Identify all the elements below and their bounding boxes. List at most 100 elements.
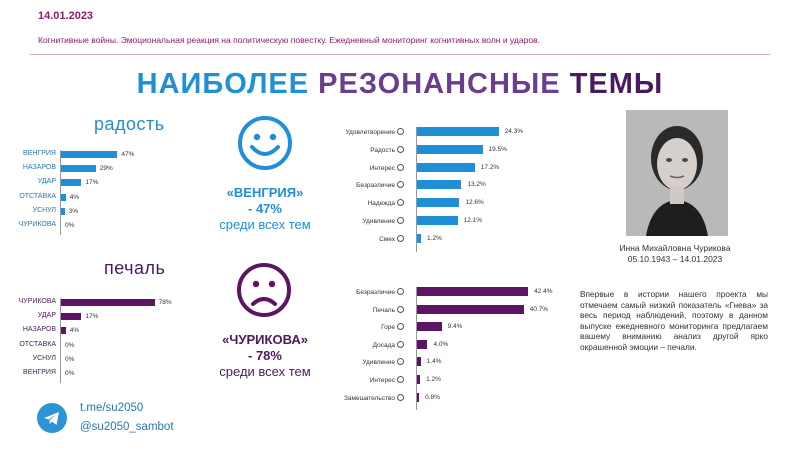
joy-chart-label: УСНУЛ xyxy=(32,206,56,214)
sad-highlight-topic: «ЧУРИКОВА» xyxy=(222,332,308,347)
sad-emotion-chart-label: Удивление xyxy=(330,358,404,366)
joy-emotion-chart-value: 12.1% xyxy=(463,217,483,224)
telegram-bot-link[interactable]: @su2050_sambot xyxy=(80,421,174,433)
portrait-caption: Инна Михайловна Чурикова 05.10.1943 – 14… xyxy=(560,243,790,265)
telegram-icon[interactable] xyxy=(37,403,67,433)
joy-emotion-chart-value: 17.2% xyxy=(480,163,500,171)
sad-emotion-chart-bar xyxy=(417,304,524,314)
sad-chart-bar xyxy=(61,299,155,306)
sad-emotion-chart-value: 0.8% xyxy=(425,393,440,401)
divider xyxy=(30,54,770,55)
caption-name: Инна Михайловна Чурикова xyxy=(619,243,731,253)
date: 14.01.2023 xyxy=(38,10,94,22)
joy-emotion-chart-bar xyxy=(417,198,460,208)
emotion-emoji-icon xyxy=(397,305,404,313)
sad-face-icon xyxy=(236,262,292,318)
sad-chart-label: НАЗАРОВ xyxy=(22,326,56,334)
emotion-emoji-icon xyxy=(397,340,404,348)
joy-highlight-value: - 47% xyxy=(248,201,282,216)
sad-chart-label: ЧУРИКОВА xyxy=(18,298,56,305)
joy-section-title: радость xyxy=(94,114,165,134)
emotion-emoji-icon xyxy=(397,393,404,401)
joy-emotion-chart-bar xyxy=(417,162,475,172)
joy-chart-bar xyxy=(61,207,65,215)
joy-chart-value: 3% xyxy=(68,207,78,215)
joy-chart-value: 47% xyxy=(121,151,135,158)
sad-chart-label: ОТСТАВКА xyxy=(19,340,56,348)
sad-emotion-chart-value: 4.0% xyxy=(433,340,449,348)
joy-emotion-chart-label: Интерес xyxy=(330,163,404,172)
joy-chart-bar xyxy=(61,193,66,201)
emotion-emoji-icon xyxy=(397,217,404,224)
title-part-2: РЕЗОНАНСНЫЕ xyxy=(318,68,570,100)
joy-emotion-chart-bar xyxy=(417,233,422,243)
description-paragraph: Впервые в истории нашего проекта мы отме… xyxy=(580,289,768,352)
sad-emotion-chart-bar xyxy=(417,357,421,367)
title-part-1: НАИБОЛЕЕ xyxy=(136,68,319,100)
sad-chart-label: УДАР xyxy=(37,312,56,320)
emotion-emoji-icon xyxy=(397,288,404,295)
emotion-emoji-icon xyxy=(397,145,404,153)
emotion-emoji-icon xyxy=(397,128,404,135)
sad-highlight-value: - 78% xyxy=(248,348,282,363)
joy-chart-label: ОТСТАВКА xyxy=(19,192,56,200)
emotion-emoji-icon xyxy=(397,234,404,242)
sad-emotion-chart-label: Интерес xyxy=(330,376,404,384)
emotion-charts: Удовлетворение 24.3% Радость 19.5% Интерес 17… xyxy=(330,127,553,411)
joy-chart-value: 29% xyxy=(99,165,113,173)
joy-emotion-chart-bar xyxy=(417,127,499,136)
sad-chart-value: 4% xyxy=(69,327,80,335)
sad-chart-value: 17% xyxy=(85,313,99,321)
telegram-channel-link[interactable]: t.me/su2050 xyxy=(80,402,144,414)
sad-emotion-chart-label: Горе xyxy=(330,323,404,331)
emotion-emoji-icon xyxy=(397,181,404,189)
sad-chart-label: УСНУЛ xyxy=(32,354,56,362)
joy-emotion-chart-bar xyxy=(417,144,483,154)
subtitle: Когнитивные войны. Эмоциональная реакция… xyxy=(38,35,540,45)
emotion-emoji-icon xyxy=(397,358,404,366)
joy-highlight-note: среди всех тем xyxy=(219,217,311,232)
title-part-3: ТЕМЫ xyxy=(569,68,664,100)
sad-emotion-chart-value: 9.4% xyxy=(447,323,463,331)
joy-chart-value: 4% xyxy=(69,193,80,201)
joy-emotion-chart-label: Удовлетворение xyxy=(330,128,404,136)
sad-highlight: «ЧУРИКОВА» - 78% среди всех тем xyxy=(190,332,340,380)
joy-emotion-chart-value: 19.5% xyxy=(488,145,507,153)
sad-emotion-chart-value: 1.2% xyxy=(426,376,441,383)
joy-emotion-chart-label: Безразличие xyxy=(330,181,404,189)
joy-highlight-topic: «ВЕНГРИЯ» xyxy=(226,185,304,200)
sad-emotion-chart-value: 1.4% xyxy=(426,358,442,366)
joy-chart-bar xyxy=(61,165,96,173)
joy-chart-value: 0% xyxy=(65,222,75,229)
joy-chart-axis xyxy=(60,150,61,236)
sad-emotion-chart-value: 42.4% xyxy=(534,288,553,295)
sad-chart-value: 0% xyxy=(65,355,75,363)
joy-emotion-chart-label: Надежда xyxy=(330,199,404,207)
sad-emotion-chart-label: Замешательство xyxy=(330,393,404,402)
caption-dates: 05.10.1943 – 14.01.2023 xyxy=(627,254,723,264)
sad-chart-value: 0% xyxy=(65,370,75,377)
sad-emotion-chart-bar xyxy=(417,339,428,349)
sad-chart-label: ВЕНГРИЯ xyxy=(23,369,56,376)
joy-chart-label: ЧУРИКОВА xyxy=(18,221,56,228)
portrait-photo xyxy=(626,110,728,236)
sad-emotion-chart-bar xyxy=(417,375,421,384)
joy-emotion-chart-value: 24.3% xyxy=(504,128,524,135)
joy-emotion-chart-label: Радость xyxy=(330,145,404,154)
sad-emotion-chart-label: Печаль xyxy=(330,305,404,314)
joy-emotion-chart-value: 1.2% xyxy=(427,234,442,242)
emotion-emoji-icon xyxy=(397,323,404,331)
page-title: НАИБОЛЕЕ РЕЗОНАНСНЫЕ ТЕМЫ xyxy=(0,68,800,101)
emotion-emoji-icon xyxy=(397,199,404,207)
emotion-emoji-icon xyxy=(397,376,404,383)
joy-emotion-chart-bar xyxy=(417,216,458,225)
joy-emotion-chart-value: 12.6% xyxy=(465,199,484,207)
joy-emotion-chart-axis xyxy=(416,127,417,252)
emotion-emoji-icon xyxy=(397,163,404,171)
topic-charts: ВЕНГРИЯ 47% НАЗАРОВ 29% УДАР 17% ОТСТАВКА 4% УСН… xyxy=(0,0,200,450)
joy-highlight: «ВЕНГРИЯ» - 47% среди всех тем xyxy=(190,185,340,233)
joy-chart-bar xyxy=(61,151,118,158)
sad-chart-value: 78% xyxy=(158,299,172,306)
joy-chart-label: НАЗАРОВ xyxy=(22,164,56,172)
joy-chart-label: УДАР xyxy=(37,178,56,186)
